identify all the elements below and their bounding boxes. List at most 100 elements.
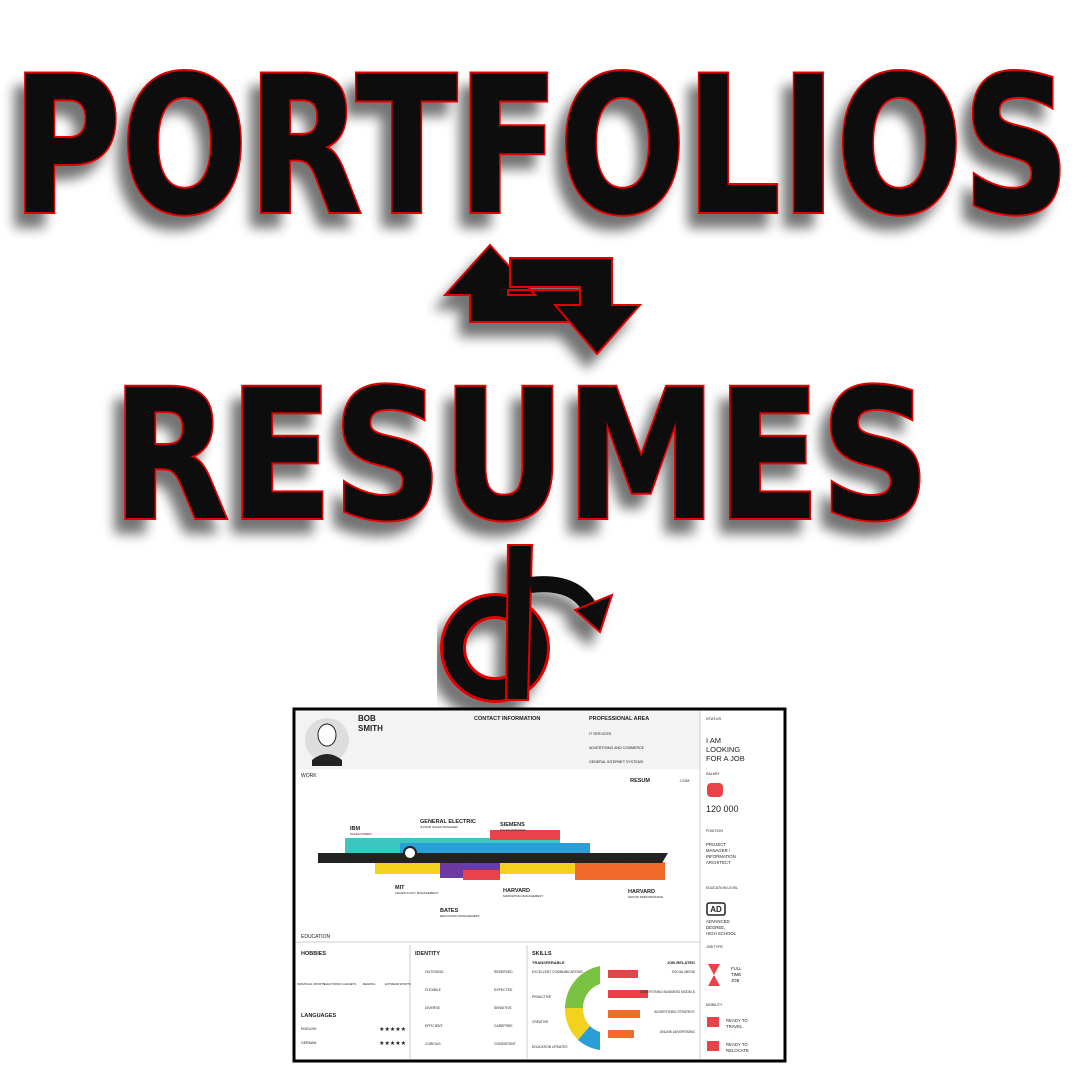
donut-segment: [578, 1026, 600, 1050]
job-type: FULL: [731, 966, 742, 971]
skill: ADVERTISING STRATEGY: [654, 1010, 696, 1014]
rating: ★★★★★: [379, 1040, 406, 1047]
mobility: TRAVEL: [726, 1024, 743, 1029]
timeline-label: 93: [394, 856, 400, 861]
degree: EDUCATION MANAGEMENT: [440, 914, 480, 918]
timeline-label: 01: [578, 856, 584, 861]
area: GENERAL INTERNET SYSTEMS: [589, 760, 644, 764]
skill: SOCIAL MEDIA: [672, 970, 696, 974]
trait: CURIOUS: [425, 1042, 441, 1046]
avatar-face: [317, 723, 337, 747]
trait: CAREFREE: [494, 1024, 513, 1028]
trait: CONSISTENT: [494, 1042, 516, 1046]
resume-frame: [292, 707, 787, 1063]
school: BATES: [440, 908, 459, 914]
trait: EXPECTED: [494, 988, 513, 992]
skill-bar: [608, 970, 638, 978]
mobility: READY TO: [726, 1042, 748, 1047]
heading: MOBILITY: [706, 1003, 723, 1007]
timeline-marker: [403, 846, 417, 860]
school: HARVARD: [503, 888, 530, 894]
status: FOR A JOB: [706, 754, 745, 763]
skill: CREATIVE: [532, 1020, 549, 1024]
area: ADVERTISING AND COMMERCE: [589, 746, 645, 750]
edu-bar: [575, 862, 665, 880]
heading: JOB TYPE: [706, 945, 724, 949]
salary: 120 000: [706, 804, 739, 814]
language: GERMAN: [301, 1041, 317, 1045]
heading: POSITION: [706, 829, 723, 833]
skill: PROACTIVE: [532, 995, 552, 999]
arrow-down: [509, 257, 643, 356]
hobby: ELECTRONIC GADGETS: [324, 982, 357, 986]
skill: EXCELLENT COMMUNICATIONS: [532, 970, 583, 974]
status: I AM: [706, 736, 721, 745]
avatar-body: [312, 754, 342, 766]
curve: [529, 576, 595, 610]
subtitle: RESUMES: [112, 352, 930, 561]
donut-segment: [565, 966, 600, 1008]
heading: SALARY: [706, 772, 720, 776]
subheading: JOB-RELATED: [667, 960, 695, 965]
section-heading: EDUCATION: [301, 934, 330, 940]
skill: EDUCATION UPDATES: [532, 1045, 568, 1049]
timeline-label: 90: [325, 856, 331, 861]
stem: [504, 544, 534, 701]
logo: .COM: [679, 778, 689, 783]
school: MIT: [395, 885, 405, 891]
donut-segment: [564, 1008, 590, 1040]
skill: ONLINE ADVERTISING: [660, 1030, 696, 1034]
degree: MARKETING MANAGEMENT: [503, 894, 543, 898]
trait: DIVERSE: [425, 1006, 441, 1010]
role: SALES INTERN: [350, 832, 372, 836]
timeline-label: 95: [440, 856, 446, 861]
degree: TECHNOLOGY MANAGEMENT: [395, 891, 438, 895]
education-level: DEGREE,: [706, 925, 725, 930]
timeline-label: 92: [371, 856, 377, 861]
section-heading: WORK: [301, 773, 317, 779]
degree: GROUP PERFORMANCE: [628, 895, 663, 899]
skill-bar: [608, 990, 648, 998]
badge-frame: [706, 902, 726, 916]
timeline-label: 94: [417, 856, 423, 861]
employer: SIEMENS: [500, 822, 525, 828]
name: SMITH: [358, 724, 383, 733]
timeline-label: 00: [555, 856, 561, 861]
hobby: EXTREME SPORTS: [385, 982, 411, 986]
hobby: INDIVIDUAL SPORTS: [297, 982, 325, 986]
trait: SENSITIVE: [494, 1006, 512, 1010]
title: PORTFOLIOS: [12, 36, 1070, 257]
timeline-label: 03: [624, 856, 630, 861]
relocate-icon: [707, 1041, 719, 1051]
trait: EFFICIENT: [425, 1024, 443, 1028]
timeline-label: NOW: [645, 856, 657, 861]
role: JUNIOR SALES MANAGER: [420, 825, 459, 829]
hobby: READING: [363, 982, 376, 986]
salary-icon: [707, 783, 723, 797]
heading: LANGUAGES: [301, 1013, 336, 1019]
travel-icon: [707, 1017, 719, 1027]
work-bar: [400, 843, 590, 853]
timeline-label: 91: [348, 856, 354, 861]
job-type: JOB: [731, 978, 739, 983]
timeline-label: 98: [509, 856, 515, 861]
position: MANAGER /: [706, 848, 731, 853]
skill: ADVERTISING BUSINESS MODELS: [640, 990, 696, 994]
logo-icon: [440, 544, 614, 703]
swap-icon: [442, 243, 643, 356]
education-level: HIGH SCHOOL: [706, 931, 737, 936]
trait: OUTGOING: [425, 970, 444, 974]
heading: HOBBIES: [301, 951, 326, 957]
job-type: TIME: [731, 972, 741, 977]
timeline-label: 99: [532, 856, 538, 861]
name: BOB: [358, 714, 376, 723]
area: IT SERVICES: [589, 732, 612, 736]
timeline-label: 97: [486, 856, 492, 861]
rating: ★★★★★: [379, 1026, 406, 1033]
heading: SKILLS: [532, 951, 552, 957]
status: LOOKING: [706, 745, 740, 754]
mobility: READY TO: [726, 1018, 748, 1023]
position: PROJECT: [706, 842, 726, 847]
timeline-label: 02: [601, 856, 607, 861]
